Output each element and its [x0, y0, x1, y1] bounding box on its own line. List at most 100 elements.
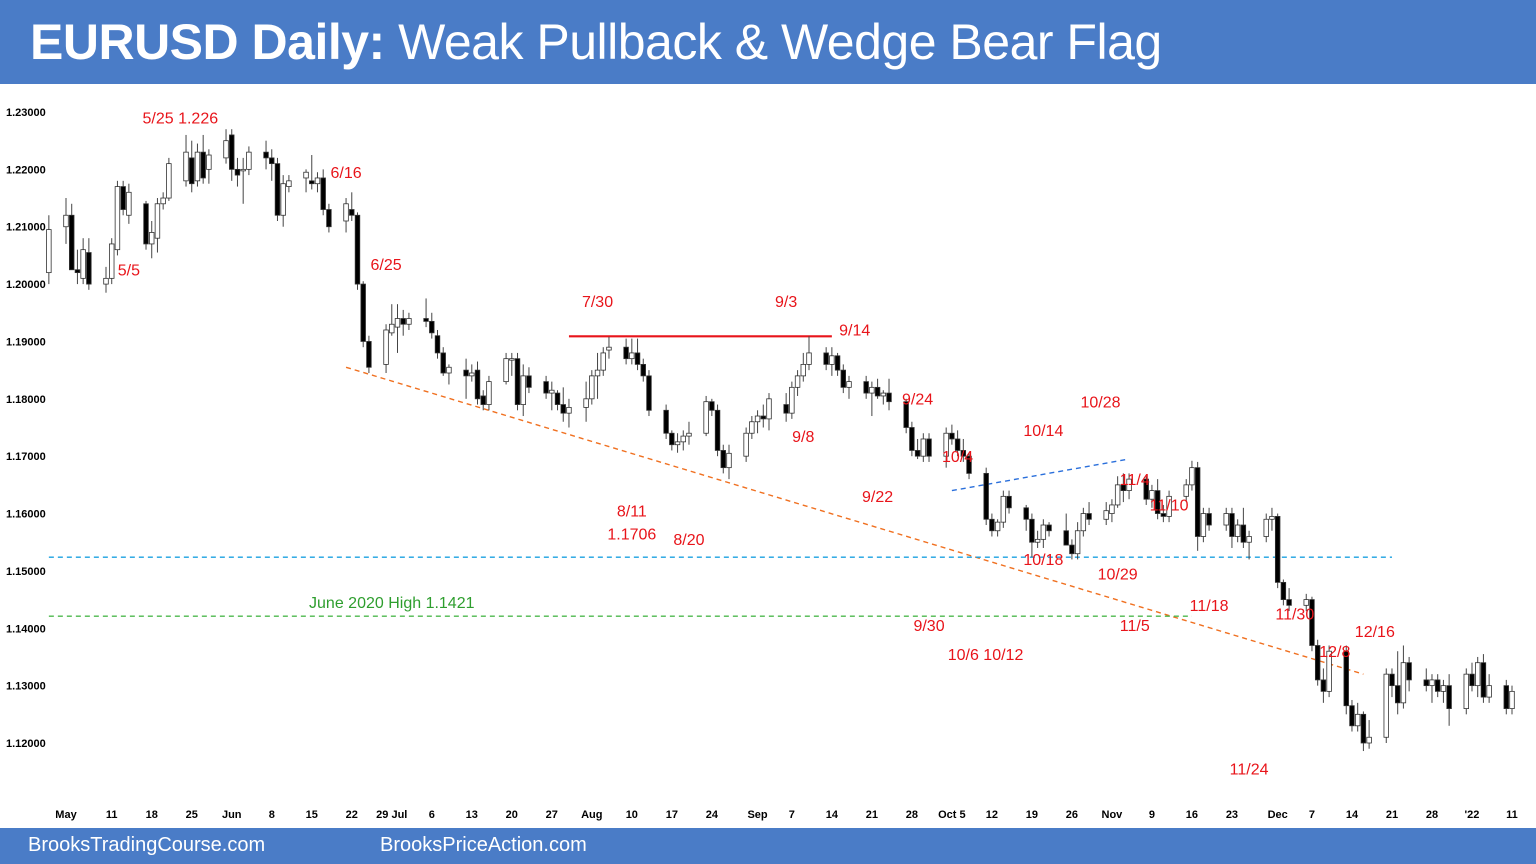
- candle-body-bear: [1286, 599, 1292, 606]
- candle-body-bull: [1303, 599, 1309, 606]
- annotation-label: 9/22: [862, 489, 893, 506]
- candle-body-bear: [1389, 673, 1395, 687]
- candle-body-bull: [629, 352, 635, 360]
- candle: [1246, 530, 1252, 560]
- candle-body-bear: [669, 432, 675, 446]
- candle-body-bull: [1440, 685, 1447, 692]
- candle: [1400, 645, 1407, 709]
- candle: [749, 416, 755, 439]
- y-tick-label: 1.23000: [6, 107, 46, 119]
- y-tick-label: 1.20000: [6, 279, 46, 291]
- candle: [886, 378, 892, 411]
- candle: [1229, 507, 1235, 548]
- candle-body-bull: [606, 346, 612, 351]
- annotation-label: 10/18: [1023, 552, 1063, 569]
- candle-body-bear: [1229, 513, 1235, 537]
- candle-body-bear: [269, 157, 275, 165]
- candle: [663, 404, 669, 439]
- candle-body-bull: [103, 277, 109, 285]
- candle: [320, 169, 326, 216]
- candle: [983, 467, 989, 526]
- candle: [606, 336, 612, 359]
- candle-body-bull: [389, 323, 395, 334]
- candle: [154, 198, 161, 253]
- candle: [1006, 490, 1012, 514]
- candle: [1343, 645, 1349, 715]
- candle-body-bull: [223, 140, 229, 159]
- candle: [1383, 668, 1389, 743]
- candle-body-bear: [526, 375, 532, 388]
- candle: [234, 157, 241, 187]
- candle: [274, 157, 281, 221]
- candle: [566, 398, 572, 428]
- candle: [1223, 507, 1229, 531]
- annotation-label: 12/16: [1355, 624, 1395, 641]
- candle: [914, 438, 921, 460]
- candle-body-bear: [1274, 516, 1281, 583]
- candle-body-bear: [434, 335, 441, 354]
- candle: [960, 438, 967, 462]
- candle-body-bull: [114, 186, 121, 251]
- candle: [309, 155, 315, 190]
- candle: [909, 421, 915, 457]
- x-axis: May 11 18 25 Jun 8 15 22 29 Jul 6 13 20 27 Aug 10 17 24 S…: [55, 809, 1518, 821]
- candle: [120, 180, 126, 216]
- candle-body-bear: [1320, 679, 1327, 692]
- x-tick-label: Dec: [1268, 809, 1288, 821]
- x-tick-label: 21: [866, 809, 878, 821]
- candle: [63, 198, 69, 244]
- candle: [314, 172, 321, 193]
- candle-body-bull: [566, 407, 572, 414]
- candle: [1234, 519, 1241, 543]
- annotation-label: 9/3: [775, 294, 797, 311]
- candle-body-bull: [383, 329, 389, 365]
- candle-body-bull: [486, 381, 492, 405]
- x-tick-label: 13: [466, 809, 478, 821]
- candle: [114, 180, 121, 256]
- candle: [480, 390, 486, 411]
- candle: [1366, 720, 1372, 749]
- candle-body-bull: [469, 372, 475, 377]
- candle-body-bear: [954, 438, 961, 451]
- candle: [246, 146, 252, 176]
- candle-body-bear: [360, 283, 366, 342]
- x-tick-label: 18: [146, 809, 158, 821]
- candle: [994, 519, 1001, 537]
- candle: [126, 183, 132, 224]
- candle: [966, 453, 972, 480]
- footer-link-left[interactable]: BrooksTradingCourse.com: [28, 834, 266, 856]
- candle: [714, 404, 721, 457]
- candle-body-bear: [1086, 513, 1092, 520]
- candle: [1114, 476, 1121, 508]
- candle-body-bear: [926, 438, 932, 457]
- candle-body-bear: [74, 269, 81, 274]
- candle-body-bull: [846, 381, 852, 388]
- candle-body-bull: [1166, 495, 1172, 517]
- y-tick-label: 1.12000: [6, 738, 46, 750]
- candle: [1263, 513, 1269, 543]
- candle: [69, 203, 75, 271]
- candle: [1034, 530, 1041, 548]
- candle-body-bull: [246, 151, 252, 170]
- footer-link-right[interactable]: BrooksPriceAction.com: [380, 834, 587, 856]
- candle: [1480, 654, 1487, 703]
- candle: [423, 298, 429, 328]
- candle-body-bull: [240, 168, 246, 172]
- candle: [903, 398, 909, 434]
- candle-body-bull: [194, 151, 201, 182]
- candle: [1120, 473, 1127, 503]
- candle-body-bull: [794, 375, 801, 388]
- candle-body-bull: [1475, 662, 1481, 687]
- candle-body-bull: [943, 432, 949, 457]
- candle-body-bull: [829, 355, 835, 365]
- candle-body-bull: [726, 452, 732, 469]
- candle: [1274, 513, 1281, 589]
- candle-body-bull: [1114, 484, 1121, 506]
- x-tick-label: May: [55, 809, 77, 821]
- candle-body-bear: [474, 369, 481, 400]
- candle-body-bear: [1434, 679, 1441, 692]
- candle: [589, 370, 595, 405]
- candle-body-bear: [429, 320, 435, 334]
- candle-body-bear: [200, 151, 206, 179]
- annotation-label: 6/16: [330, 165, 361, 182]
